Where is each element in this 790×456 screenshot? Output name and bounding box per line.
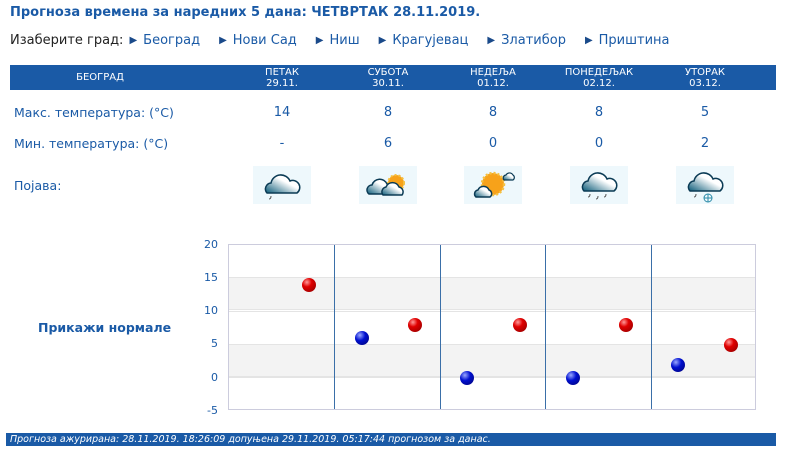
temperature-chart bbox=[228, 244, 756, 410]
cloud-rain-snow-icon bbox=[676, 166, 734, 204]
city-link-pristina[interactable]: ▶ Приштина bbox=[584, 33, 670, 48]
mostly-sunny-icon bbox=[464, 166, 522, 204]
city-selector: Изаберите град: ▶ Београд ▶ Нови Сад ▶ Ниш … bbox=[10, 33, 689, 48]
y-tick: 10 bbox=[204, 304, 218, 317]
max-temp-value: 8 bbox=[383, 105, 393, 120]
cloud-light-rain-icon bbox=[253, 166, 311, 204]
max-temp-point bbox=[407, 317, 422, 332]
max-temp-point bbox=[724, 337, 739, 352]
grid-band bbox=[229, 344, 755, 377]
min-temp-label: Мин. температура: (°C) bbox=[14, 136, 169, 151]
y-tick: 20 bbox=[204, 238, 218, 251]
min-temp-value: 2 bbox=[700, 136, 710, 151]
page-title: Прогноза времена за наредних 5 дана: ЧЕТ… bbox=[10, 5, 481, 20]
cloud-rain-icon bbox=[570, 166, 628, 204]
header-city: БЕОГРАД bbox=[76, 72, 124, 83]
arrow-right-icon: ▶ bbox=[584, 35, 593, 46]
city-link-beograd[interactable]: ▶ Београд bbox=[129, 33, 201, 48]
y-tick: 15 bbox=[204, 271, 218, 284]
min-temp-point bbox=[671, 357, 686, 372]
min-temp-value: 0 bbox=[488, 136, 498, 151]
arrow-right-icon: ▶ bbox=[378, 35, 387, 46]
y-tick: -5 bbox=[207, 404, 218, 417]
min-temp-value: - bbox=[279, 136, 285, 151]
min-temp-point bbox=[460, 370, 475, 385]
day-divider bbox=[651, 245, 652, 409]
max-temp-value: 5 bbox=[700, 105, 710, 120]
arrow-right-icon: ▶ bbox=[219, 35, 227, 46]
partly-cloudy-icon bbox=[359, 166, 417, 204]
header-day: СУБОТА 30.11. bbox=[367, 67, 409, 89]
header-day: НЕДЕЉА 01.12. bbox=[470, 67, 516, 89]
day-divider bbox=[545, 245, 546, 409]
min-temp-point bbox=[354, 330, 369, 345]
grid-line bbox=[229, 377, 755, 378]
max-temp-value: 8 bbox=[594, 105, 604, 120]
min-temp-value: 0 bbox=[594, 136, 604, 151]
min-temp-point bbox=[565, 370, 580, 385]
y-tick: 0 bbox=[211, 371, 218, 384]
max-temp-label: Макс. температура: (°C) bbox=[14, 105, 174, 120]
city-link-nis[interactable]: ▶ Ниш bbox=[315, 33, 360, 48]
day-divider bbox=[334, 245, 335, 409]
city-link-novi-sad[interactable]: ▶ Нови Сад bbox=[219, 33, 297, 48]
y-tick: 5 bbox=[211, 337, 218, 350]
city-link-zlatibor[interactable]: ▶ Златибор bbox=[487, 33, 566, 48]
max-temp-point bbox=[513, 317, 528, 332]
phenomenon-label: Појава: bbox=[14, 178, 62, 193]
update-status: Прогноза ажурирана: 28.11.2019. 18:26:09… bbox=[6, 433, 776, 446]
show-normals-link[interactable]: Прикажи нормале bbox=[38, 320, 172, 335]
arrow-right-icon: ▶ bbox=[129, 35, 138, 46]
grid-line bbox=[229, 311, 755, 312]
max-temp-value: 8 bbox=[488, 105, 498, 120]
forecast-header: БЕОГРАД ПЕТАК 29.11. СУБОТА 30.11. НЕДЕЉА 0… bbox=[10, 65, 776, 90]
min-temp-value: 6 bbox=[383, 136, 393, 151]
max-temp-point bbox=[618, 317, 633, 332]
header-day: УТОРАК 03.12. bbox=[684, 67, 726, 89]
arrow-right-icon: ▶ bbox=[487, 35, 496, 46]
grid-band bbox=[229, 277, 755, 310]
header-day: ПОНЕДЕЉАК 02.12. bbox=[564, 67, 634, 89]
city-link-kragujevac[interactable]: ▶ Крагујевац bbox=[378, 33, 469, 48]
day-divider bbox=[440, 245, 441, 409]
header-day: ПЕТАК 29.11. bbox=[265, 67, 299, 89]
city-selector-label: Изаберите град: bbox=[10, 33, 124, 48]
arrow-right-icon: ▶ bbox=[315, 35, 324, 46]
max-temp-point bbox=[302, 277, 316, 292]
max-temp-value: 14 bbox=[273, 105, 291, 120]
